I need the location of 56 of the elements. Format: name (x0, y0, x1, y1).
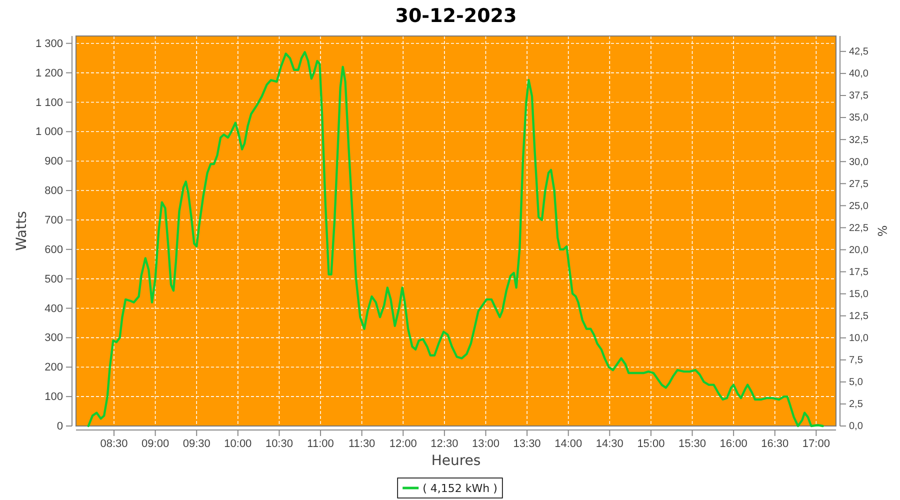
x-tick-label: 15:00 (637, 438, 665, 450)
y2-tick-label: 7,5 (849, 355, 864, 366)
y2-tick-label: 12,5 (849, 311, 869, 322)
y-tick-label: 600 (44, 244, 63, 256)
chart-title: 30-12-2023 (395, 5, 517, 27)
line-series (87, 51, 824, 428)
y-tick-label: 300 (44, 332, 63, 344)
y2-tick-label: 35,0 (849, 112, 869, 124)
x-tick-label: 12:30 (430, 438, 458, 450)
y-tick-label: 1 200 (35, 67, 63, 80)
x-tick-label: 10:00 (224, 438, 252, 450)
y-tick-label: 1 300 (35, 38, 63, 50)
x-tick-label: 13:00 (472, 438, 500, 450)
y-tick-label: 500 (44, 273, 63, 286)
y2-tick-label: 30,0 (849, 156, 869, 168)
y2-tick-label: 0,0 (849, 421, 864, 432)
y-tick-label: 900 (44, 156, 63, 168)
x-tick-label: 14:00 (554, 438, 582, 450)
y2-tick-label: 10,0 (849, 333, 869, 344)
y2-tick-label: 5,0 (849, 377, 864, 388)
x-tick-label: 15:30 (678, 438, 706, 450)
y-tick-label: 400 (44, 302, 63, 315)
y-tick-label: 800 (44, 185, 63, 198)
y2-tick-label: 15,0 (849, 288, 869, 300)
y2-tick-label: 2,5 (849, 399, 864, 410)
x-tick-label: 09:30 (182, 438, 210, 450)
x-tick-label: 12:00 (389, 438, 417, 450)
y-tick-label: 1 100 (35, 96, 63, 109)
x-tick-label: 10:30 (265, 438, 293, 450)
y2-tick-label: 40,0 (849, 68, 869, 80)
y2-tick-label: 42,5 (849, 46, 869, 58)
y2-axis-title: % (875, 225, 889, 237)
legend-label: ( 4,152 kWh ) (422, 482, 498, 495)
y2-tick-label: 25,0 (849, 200, 869, 212)
y-axis-title: Watts (14, 211, 30, 251)
y2-tick-label: 20,0 (849, 244, 869, 256)
x-tick-label: 17:00 (802, 438, 830, 450)
y2-tick-label: 32,5 (849, 134, 869, 146)
x-tick-label: 16:00 (720, 438, 748, 450)
x-tick-label: 16:30 (761, 438, 789, 450)
y-tick-label: 1 000 (35, 126, 63, 138)
x-tick-label: 11:00 (307, 438, 334, 450)
x-tick-label: 13:30 (513, 438, 541, 450)
y2-tick-label: 17,5 (849, 266, 869, 278)
y-tick-label: 700 (44, 214, 63, 226)
y-tick-label: 100 (44, 391, 63, 404)
y2-tick-label: 37,5 (849, 90, 869, 102)
x-axis-title: Heures (431, 453, 481, 469)
x-tick-label: 08:30 (100, 438, 128, 450)
y2-tick-label: 27,5 (849, 178, 869, 190)
x-tick-label: 09:00 (142, 438, 170, 450)
x-tick-label: 14:30 (596, 438, 624, 450)
y-tick-label: 200 (44, 362, 63, 374)
y-tick-label: 0 (56, 420, 63, 433)
x-tick-label: 11:30 (348, 438, 376, 450)
y2-tick-label: 22,5 (849, 222, 869, 234)
